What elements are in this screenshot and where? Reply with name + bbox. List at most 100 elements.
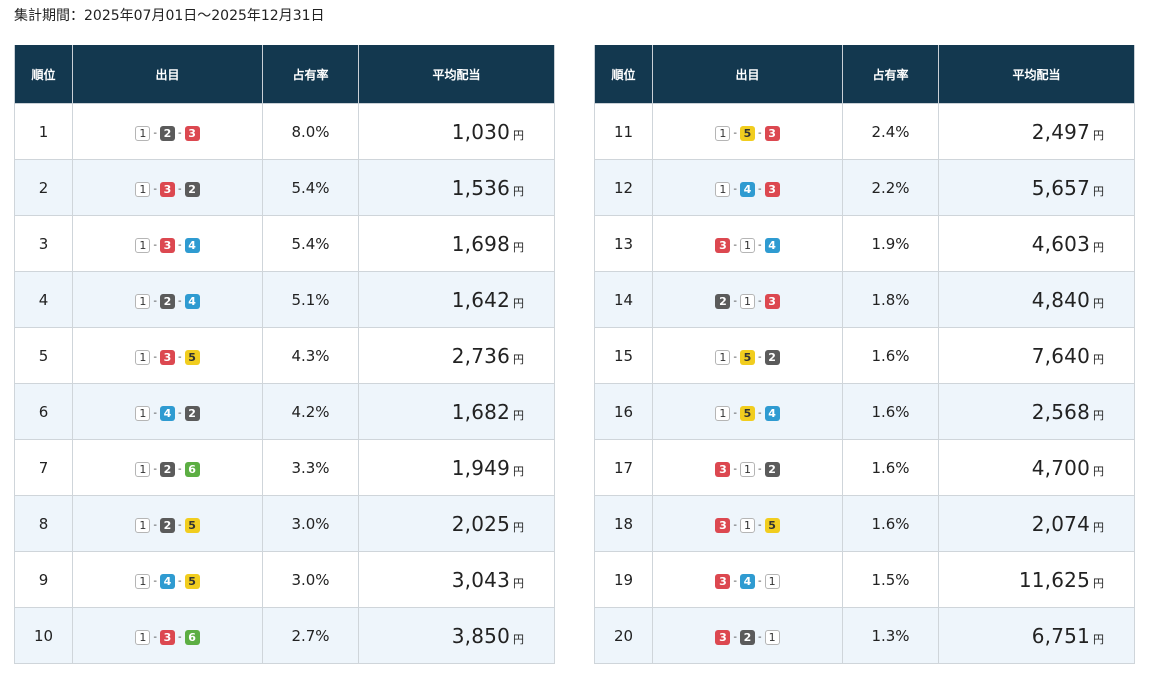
table-row: 10 1-3-6 2.7% 3,850 円 <box>14 607 555 664</box>
payout-amount: 1,682 <box>451 399 510 424</box>
boat-number-badge: 1 <box>715 405 731 421</box>
table-row: 13 3-1-4 1.9% 4,603 円 <box>594 215 1135 272</box>
combination: 1-4-5 <box>135 573 200 589</box>
combo-separator: - <box>733 519 737 531</box>
currency-unit: 円 <box>1093 352 1104 366</box>
combo-separator: - <box>153 463 157 475</box>
avg-payout-cell: 3,850 円 <box>358 607 555 664</box>
combination-cell: 1-2-4 <box>72 271 263 328</box>
combo-separator: - <box>733 631 737 643</box>
avg-payout-cell: 7,640 円 <box>938 327 1135 384</box>
rank-cell: 20 <box>594 607 653 664</box>
payout-amount: 1,536 <box>451 175 510 200</box>
combo-separator: - <box>733 183 737 195</box>
rank-cell: 5 <box>14 327 73 384</box>
combo-separator: - <box>733 351 737 363</box>
combination: 3-1-2 <box>715 461 780 477</box>
combo-separator: - <box>733 407 737 419</box>
table-row: 20 3-2-1 1.3% 6,751 円 <box>594 607 1135 664</box>
combination-cell: 3-1-4 <box>652 215 843 272</box>
payout-amount: 3,043 <box>451 567 510 592</box>
combination-cell: 1-2-3 <box>72 103 263 160</box>
avg-payout-cell: 1,698 円 <box>358 215 555 272</box>
combo-separator: - <box>758 127 762 139</box>
avg-payout-cell: 4,840 円 <box>938 271 1135 328</box>
rank-cell: 7 <box>14 439 73 496</box>
combination: 1-5-2 <box>715 349 780 365</box>
currency-unit: 円 <box>1093 464 1104 478</box>
payout-amount: 3,850 <box>451 623 510 648</box>
table-row: 9 1-4-5 3.0% 3,043 円 <box>14 551 555 608</box>
boat-number-badge: 3 <box>160 349 175 365</box>
currency-unit: 円 <box>513 520 524 534</box>
combination: 1-3-5 <box>135 349 200 365</box>
combo-separator: - <box>758 575 762 587</box>
currency-unit: 円 <box>513 408 524 422</box>
boat-number-badge: 3 <box>715 629 731 645</box>
table-row: 12 1-4-3 2.2% 5,657 円 <box>594 159 1135 216</box>
currency-unit: 円 <box>513 240 524 254</box>
avg-payout-cell: 1,642 円 <box>358 271 555 328</box>
combo-separator: - <box>153 631 157 643</box>
boat-number-badge: 5 <box>740 349 755 365</box>
share-cell: 8.0% <box>262 103 359 160</box>
combination: 3-4-1 <box>715 573 780 589</box>
combo-separator: - <box>758 295 762 307</box>
combo-separator: - <box>733 463 737 475</box>
combo-separator: - <box>178 463 182 475</box>
currency-unit: 円 <box>513 576 524 590</box>
share-cell: 1.6% <box>842 383 939 440</box>
avg-payout-cell: 6,751 円 <box>938 607 1135 664</box>
share-cell: 3.3% <box>262 439 359 496</box>
payout-amount: 2,497 <box>1031 119 1090 144</box>
boat-number-badge: 1 <box>135 461 151 477</box>
table-row: 8 1-2-5 3.0% 2,025 円 <box>14 495 555 552</box>
payout-amount: 1,698 <box>451 231 510 256</box>
boat-number-badge: 1 <box>135 349 151 365</box>
table-row: 18 3-1-5 1.6% 2,074 円 <box>594 495 1135 552</box>
combination: 1-4-3 <box>715 181 780 197</box>
rank-cell: 12 <box>594 159 653 216</box>
boat-number-badge: 2 <box>764 461 780 477</box>
avg-payout-cell: 1,949 円 <box>358 439 555 496</box>
boat-number-badge: 5 <box>764 517 780 533</box>
boat-number-badge: 5 <box>740 405 755 421</box>
avg-payout-cell: 11,625 円 <box>938 551 1135 608</box>
boat-number-badge: 4 <box>740 573 755 589</box>
combination-cell: 1-3-5 <box>72 327 263 384</box>
combo-separator: - <box>153 575 157 587</box>
payout-amount: 2,025 <box>451 511 510 536</box>
rank-cell: 19 <box>594 551 653 608</box>
boat-number-badge: 3 <box>160 237 175 253</box>
share-cell: 4.3% <box>262 327 359 384</box>
payout-amount: 4,840 <box>1031 287 1090 312</box>
currency-unit: 円 <box>1093 184 1104 198</box>
table-row: 19 3-4-1 1.5% 11,625 円 <box>594 551 1135 608</box>
boat-number-badge: 1 <box>135 629 151 645</box>
boat-number-badge: 4 <box>764 237 780 253</box>
combo-separator: - <box>733 239 737 251</box>
payout-amount: 5,657 <box>1031 175 1090 200</box>
share-cell: 3.0% <box>262 495 359 552</box>
boat-number-badge: 3 <box>715 517 731 533</box>
boat-number-badge: 2 <box>160 125 175 141</box>
share-cell: 1.6% <box>842 327 939 384</box>
share-cell: 5.1% <box>262 271 359 328</box>
combination: 2-1-3 <box>715 293 780 309</box>
currency-unit: 円 <box>513 296 524 310</box>
boat-number-badge: 3 <box>715 573 731 589</box>
combo-separator: - <box>758 519 762 531</box>
share-cell: 1.6% <box>842 439 939 496</box>
rank-cell: 4 <box>14 271 73 328</box>
header-combination: 出目 <box>72 45 263 104</box>
combination: 1-3-4 <box>135 237 200 253</box>
avg-payout-cell: 4,700 円 <box>938 439 1135 496</box>
ranking-table-left: 順位 出目 占有率 平均配当 1 1-2-3 8.0% 1,030 円 2 1-3-2 5.4… <box>14 45 555 664</box>
table-row: 7 1-2-6 3.3% 1,949 円 <box>14 439 555 496</box>
combination: 1-5-3 <box>715 125 780 141</box>
combo-separator: - <box>758 351 762 363</box>
payout-amount: 2,736 <box>451 343 510 368</box>
combo-separator: - <box>178 407 182 419</box>
combo-separator: - <box>178 575 182 587</box>
boat-number-badge: 1 <box>740 237 755 253</box>
